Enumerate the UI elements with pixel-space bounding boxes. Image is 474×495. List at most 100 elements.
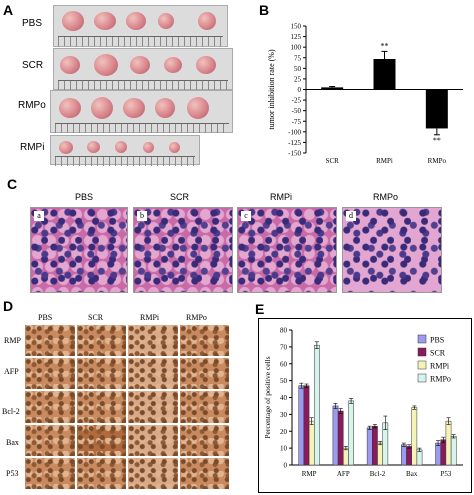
legend-label-rmpi: RMPi xyxy=(430,362,450,371)
tumor xyxy=(164,57,182,73)
histology-scr: b xyxy=(133,207,233,293)
y-tick-label: 25 xyxy=(294,75,302,83)
chart-e-positive-cells: 0 10 20 30 40 50 60 70 80 RMP AFP Bcl-2 Bax P53 Percen… xyxy=(258,318,472,493)
legend-label-rmpo: RMPo xyxy=(430,375,451,384)
bar-rmpi-bcl-2 xyxy=(377,442,383,466)
legend-swatch-rmpo xyxy=(417,373,427,383)
ihc-tile xyxy=(178,324,230,358)
bar-rmpi-bax xyxy=(411,407,418,466)
panel-letter-a: A xyxy=(3,2,14,18)
bar-scr-afp xyxy=(337,410,344,466)
row-label-bax: Bax xyxy=(6,438,19,447)
tumor xyxy=(143,142,154,153)
bar-rmpi-rmp xyxy=(308,420,315,466)
tumor xyxy=(115,141,127,153)
ihc-tile xyxy=(178,390,230,424)
bar-scr-bcl-2 xyxy=(372,425,378,466)
bar-rmpi-afp xyxy=(343,447,349,466)
y-tick-label: -50 xyxy=(292,107,302,115)
histology-rmpi: c xyxy=(237,207,337,293)
col-label-rmpo: RMPo xyxy=(186,313,207,322)
ihc-tile xyxy=(127,324,179,358)
tumor xyxy=(123,98,145,118)
y-tick-label: 70 xyxy=(280,343,288,351)
y-tick-label: 10 xyxy=(280,445,288,453)
row-label-rmpo: RMPo xyxy=(18,100,46,111)
ihc-tile xyxy=(75,456,127,490)
col-label-rmpi: RMPi xyxy=(140,313,160,322)
legend-label-pbs: PBS xyxy=(430,336,444,345)
sub-label-a: a xyxy=(34,211,44,221)
y-tick-label: 75 xyxy=(294,54,302,62)
row-label-bcl2: Bcl-2 xyxy=(2,407,20,416)
y-tick-label: -125 xyxy=(288,139,301,147)
tumor xyxy=(87,141,100,153)
bar-rmpo-bax xyxy=(416,449,423,466)
bar-rmpo-afp xyxy=(348,400,354,466)
bar-scr xyxy=(321,87,344,90)
col-label-scr: SCR xyxy=(170,192,190,202)
ruler xyxy=(58,80,228,90)
y-tick-label: 20 xyxy=(280,428,288,436)
panel-letter-d: D xyxy=(3,298,14,314)
bar-pbs-afp xyxy=(332,405,339,466)
y-tick-label: 0 xyxy=(298,86,302,94)
sub-label-b: b xyxy=(137,211,147,221)
tumor xyxy=(130,56,150,74)
chart-b-inhibition: 150 125 100 75 50 25 0 -25 -50 -75 -100 -125 -150 SCR… xyxy=(267,23,463,165)
col-label-rmpi: RMPi xyxy=(270,192,292,202)
significance-label: ** xyxy=(381,41,389,50)
bar-scr-bax xyxy=(406,446,412,466)
row-label-p53: P53 xyxy=(6,469,19,478)
bar-rmpi xyxy=(373,59,396,90)
row-label-rmp: RMP xyxy=(4,336,21,345)
y-tick-label: 50 xyxy=(280,377,288,385)
ihc-tile xyxy=(127,456,179,490)
ihc-tile xyxy=(24,423,76,457)
panel-letter-b: B xyxy=(259,2,270,18)
x-tick-label: Bcl-2 xyxy=(370,470,386,478)
ihc-tile xyxy=(24,357,76,391)
ihc-tile xyxy=(178,456,230,490)
ihc-tile xyxy=(75,324,127,358)
y-tick-label: 125 xyxy=(291,33,302,41)
tumor xyxy=(198,12,216,30)
ihc-tile xyxy=(127,390,179,424)
col-label-pbs: PBS xyxy=(75,192,94,202)
x-tick-label: SCR xyxy=(326,157,340,165)
tumor xyxy=(155,98,175,118)
tumor xyxy=(91,97,113,119)
ruler xyxy=(55,156,195,166)
x-tick-label: AFP xyxy=(337,470,350,478)
ihc-tile xyxy=(24,390,76,424)
x-tick-label: RMPi xyxy=(376,157,393,165)
bar-rmpo-p53 xyxy=(450,436,457,466)
bar-scr-p53 xyxy=(440,439,447,466)
ihc-tile xyxy=(127,357,179,391)
tumor xyxy=(158,13,174,29)
ihc-tile xyxy=(24,324,76,358)
bar-scr-rmp xyxy=(303,385,310,466)
tumor xyxy=(169,142,180,153)
chart-frame xyxy=(258,318,472,493)
panel-letter-e: E xyxy=(255,301,265,317)
photo-strip-rmpo xyxy=(50,90,233,133)
ihc-tile xyxy=(75,357,127,391)
ihc-grid xyxy=(24,324,230,490)
x-tick-label: P53 xyxy=(440,470,451,478)
bar-pbs-p53 xyxy=(435,442,441,466)
photo-strip-rmpi xyxy=(50,135,200,166)
legend-label-scr: SCR xyxy=(430,349,446,358)
y-tick-label: 30 xyxy=(280,411,288,419)
bar-pbs-bax xyxy=(401,444,407,466)
ihc-tile xyxy=(178,423,230,457)
tumor xyxy=(60,56,80,74)
y-axis-label: Percentage of positive cells xyxy=(263,356,272,438)
x-tick-label: RMPo xyxy=(428,157,447,165)
ihc-tile xyxy=(75,423,127,457)
ihc-tile xyxy=(75,390,127,424)
tumor xyxy=(196,56,216,74)
tumor xyxy=(59,98,81,118)
ihc-tile xyxy=(24,456,76,490)
tumor xyxy=(126,12,146,30)
